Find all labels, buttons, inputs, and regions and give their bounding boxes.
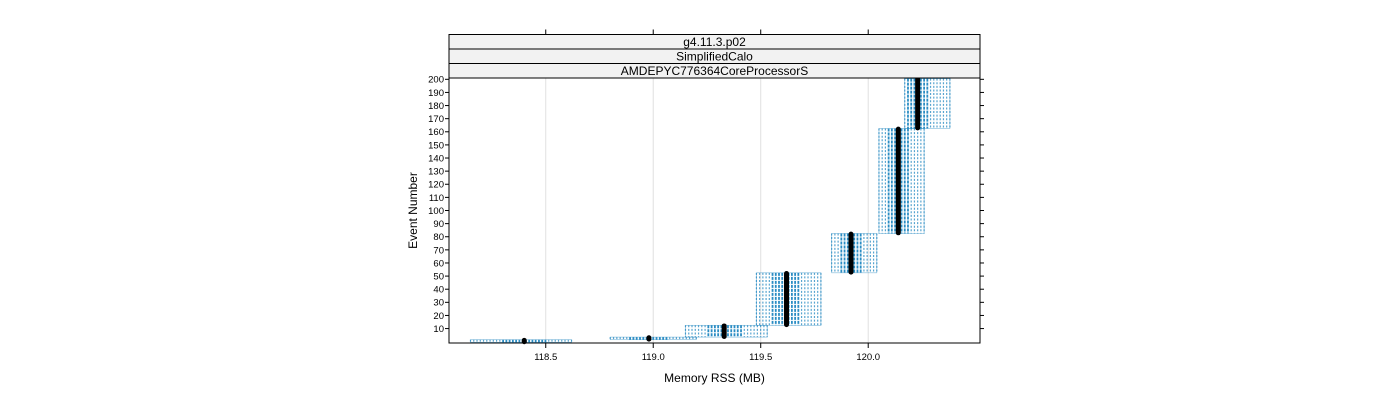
y-tick-label-3: 40 [433,285,444,296]
data-group-1 [609,336,697,341]
y-tick-label-9: 100 [428,206,444,217]
x-tick-label-2: 119.5 [749,352,772,363]
strip-label-1: SimplifiedCalo [676,49,753,63]
data-group-outline [609,336,697,341]
y-tick-label-7: 80 [433,232,444,243]
data-group-6 [904,78,951,129]
y-tick-label-12: 130 [428,167,444,178]
y-tick-label-2: 30 [433,298,444,309]
y-tick-label-13: 140 [428,153,444,164]
strip-label-2: AMDEPYC776364CoreProcessorS [621,64,808,78]
axes: 118.5 119.0 119.5 120.0 10 20 30 40 50 60 70 80 90 10… [428,29,984,363]
y-tick-label-15: 160 [428,127,444,138]
x-axis-label: Memory RSS (MB) [664,371,765,385]
y-tick-label-18: 190 [428,88,444,99]
data-group-outline [831,233,878,274]
y-tick-label-19: 200 [428,75,444,86]
data-group-outline [470,339,572,343]
y-tick-label-16: 170 [428,114,444,125]
y-tick-label-17: 180 [428,101,444,112]
data-group-0 [469,339,573,343]
y-tick-label-0: 10 [433,324,444,335]
y-tick-label-5: 60 [433,258,444,269]
data-group-outline [904,78,951,129]
x-tick-label-0: 118.5 [534,352,557,363]
strip-headers: g4.11.3.p02SimplifiedCaloAMDEPYC776364Co… [448,34,981,79]
data-layer [469,78,951,343]
strip-label-0: g4.11.3.p02 [683,35,746,49]
data-group-4 [831,233,878,274]
y-tick-label-11: 120 [428,180,444,191]
data-group-outline [878,128,925,234]
y-tick-label-10: 110 [429,193,444,204]
x-tick-label-1: 119.0 [642,352,665,363]
y-tick-label-14: 150 [428,140,444,151]
y-tick-label-4: 50 [433,271,444,282]
y-tick-label-6: 70 [433,245,444,256]
y-tick-label-8: 90 [433,219,444,230]
data-group-5 [878,128,925,234]
grid-layer [545,78,869,343]
median-layer [521,76,921,345]
x-tick-label-3: 120.0 [856,352,880,363]
strip-header-2 [448,63,981,79]
y-axis-label: Event Number [406,172,420,249]
y-tick-label-1: 20 [433,311,444,322]
